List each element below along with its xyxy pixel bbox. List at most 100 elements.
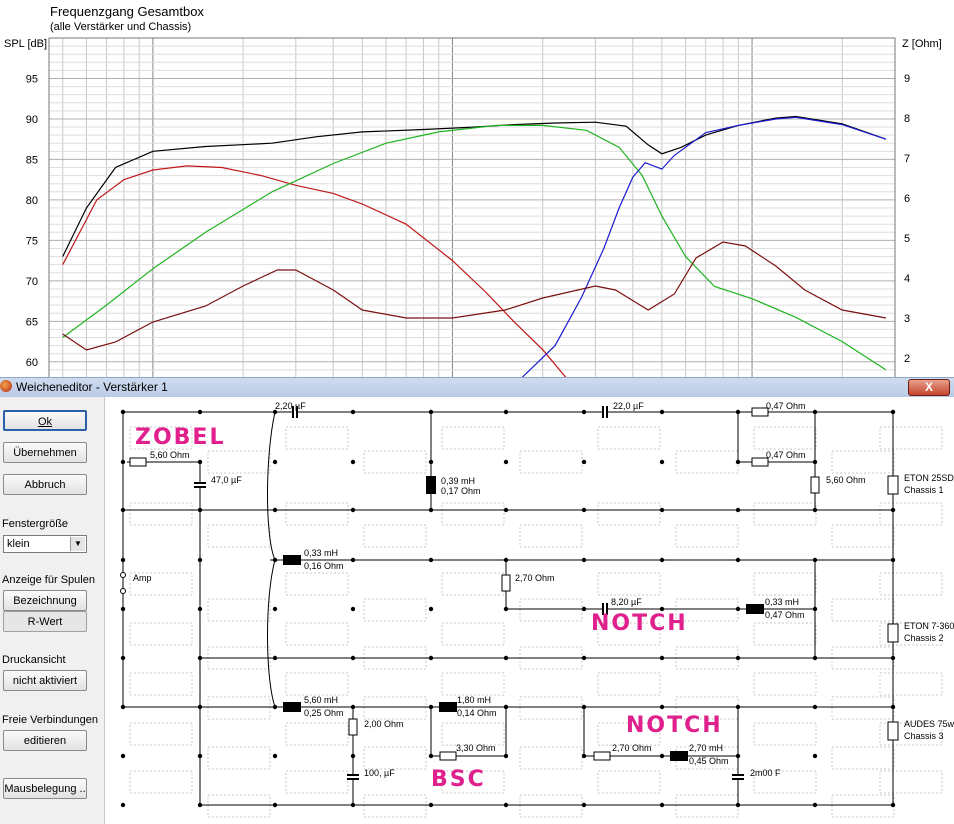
inductor — [283, 702, 301, 712]
empty-slot — [441, 622, 505, 646]
left-tick-label: 95 — [26, 73, 38, 85]
series-line-2 — [62, 124, 887, 371]
junction-dot — [659, 802, 665, 808]
junction-dot — [350, 409, 356, 415]
junction-dot — [659, 409, 665, 415]
junction-dot — [272, 802, 278, 808]
right-tick-label: 5 — [904, 233, 910, 245]
empty-slot — [441, 770, 505, 794]
apply-button[interactable]: Übernehmen — [3, 442, 87, 463]
inductor — [439, 702, 457, 712]
amp-terminal — [120, 588, 126, 594]
empty-slot — [753, 426, 817, 450]
junction-dot — [812, 655, 818, 661]
junction-dot — [812, 606, 818, 612]
junction-dot — [581, 704, 587, 710]
junction-dot — [503, 753, 509, 759]
empty-slot — [207, 598, 271, 622]
spl-axis-label: SPL [dB] — [4, 38, 48, 50]
left-tick-label: 60 — [26, 357, 38, 369]
resistor-label: 3,30 Ohm — [456, 743, 496, 753]
dialog-titlebar: Weicheneditor - Verstärker 1 X — [0, 377, 954, 397]
junction-dot — [581, 507, 587, 513]
junction-dot — [350, 459, 356, 465]
empty-slot — [441, 426, 505, 450]
empty-slot — [285, 502, 349, 526]
right-tick-label: 3 — [904, 313, 910, 325]
coil-label: 2,70 mH — [689, 743, 724, 753]
empty-slot — [831, 524, 895, 548]
empty-slot — [753, 770, 817, 794]
print-view-button[interactable]: nicht aktiviert — [3, 670, 87, 691]
dialog-title: Weicheneditor - Verstärker 1 — [16, 380, 168, 394]
coil-name-button[interactable]: Bezeichnung — [3, 590, 87, 611]
junction-dot — [120, 557, 126, 563]
chevron-down-icon[interactable]: ▼ — [70, 537, 85, 551]
left-tick-label: 85 — [26, 154, 38, 166]
junction-dot — [350, 802, 356, 808]
empty-slot — [129, 622, 193, 646]
empty-slot — [597, 770, 661, 794]
junction-dot — [350, 655, 356, 661]
window-size-label: Fenstergröße — [2, 518, 69, 530]
empty-slot — [519, 794, 583, 818]
cancel-button[interactable]: Abbruch — [3, 474, 87, 495]
junction-dot — [735, 459, 741, 465]
resistor — [129, 457, 147, 467]
empty-slot — [879, 770, 943, 794]
junction-dot — [197, 459, 203, 465]
window-size-select[interactable]: klein ▼ — [3, 535, 87, 553]
junction-dot — [890, 655, 896, 661]
empty-slot — [597, 572, 661, 596]
junction-dot — [890, 507, 896, 513]
ok-label: Ok — [37, 416, 53, 428]
empty-slot — [879, 622, 943, 646]
empty-slot — [285, 426, 349, 450]
ok-button[interactable]: Ok — [3, 410, 87, 431]
empty-slot — [519, 746, 583, 770]
junction-dot — [120, 459, 126, 465]
chassis-label: Chassis 2 — [904, 633, 944, 643]
junction-dot — [581, 557, 587, 563]
junction-dot — [503, 507, 509, 513]
coil-label: 5,60 mH — [304, 695, 339, 705]
cap-label: 2m00 F — [750, 768, 781, 778]
empty-slot — [753, 622, 817, 646]
empty-slot — [519, 450, 583, 474]
chart-subtitle: (alle Verstärker und Chassis) — [50, 21, 192, 33]
series-line-3 — [521, 116, 887, 378]
junction-dot — [197, 802, 203, 808]
sidebar: Ok Übernehmen Abbruch Fenstergröße klein… — [0, 397, 105, 824]
empty-slot — [519, 598, 583, 622]
empty-slot — [441, 502, 505, 526]
capacitor-gap — [347, 774, 359, 780]
empty-slot — [207, 524, 271, 548]
junction-dot — [659, 753, 665, 759]
cap-label: 47,0 µF — [211, 475, 242, 485]
coil-r-value-button[interactable]: R-Wert — [3, 611, 87, 632]
coil-label: 1,80 mH — [457, 695, 492, 705]
resistor — [810, 476, 820, 494]
inductor — [426, 476, 436, 494]
plot-frame — [48, 37, 896, 378]
window-size-value: klein — [7, 538, 30, 550]
empty-slot — [675, 450, 739, 474]
series-line-4 — [62, 241, 887, 351]
resistor-label: 2,70 Ohm — [515, 573, 555, 583]
junction-dot — [197, 606, 203, 612]
empty-slot — [879, 672, 943, 696]
free-connections-button[interactable]: editieren — [3, 730, 87, 751]
junction-dot — [503, 655, 509, 661]
mouse-bindings-button[interactable]: Mausbelegung .. — [3, 778, 87, 799]
junction-dot — [503, 557, 509, 563]
junction-dot — [120, 606, 126, 612]
crossover-canvas[interactable]: 2,20 µF 22,0 µF 0,47 Ohm 0,47 Ohm 5,60 O… — [105, 397, 954, 824]
close-button[interactable]: X — [908, 379, 950, 396]
junction-dot — [503, 802, 509, 808]
resistor — [751, 457, 769, 467]
cap-label: 2,20 µF — [275, 401, 306, 411]
junction-dot — [428, 753, 434, 759]
empty-slot — [597, 672, 661, 696]
notch-annotation: NOTCH — [591, 611, 688, 636]
empty-slot — [363, 794, 427, 818]
